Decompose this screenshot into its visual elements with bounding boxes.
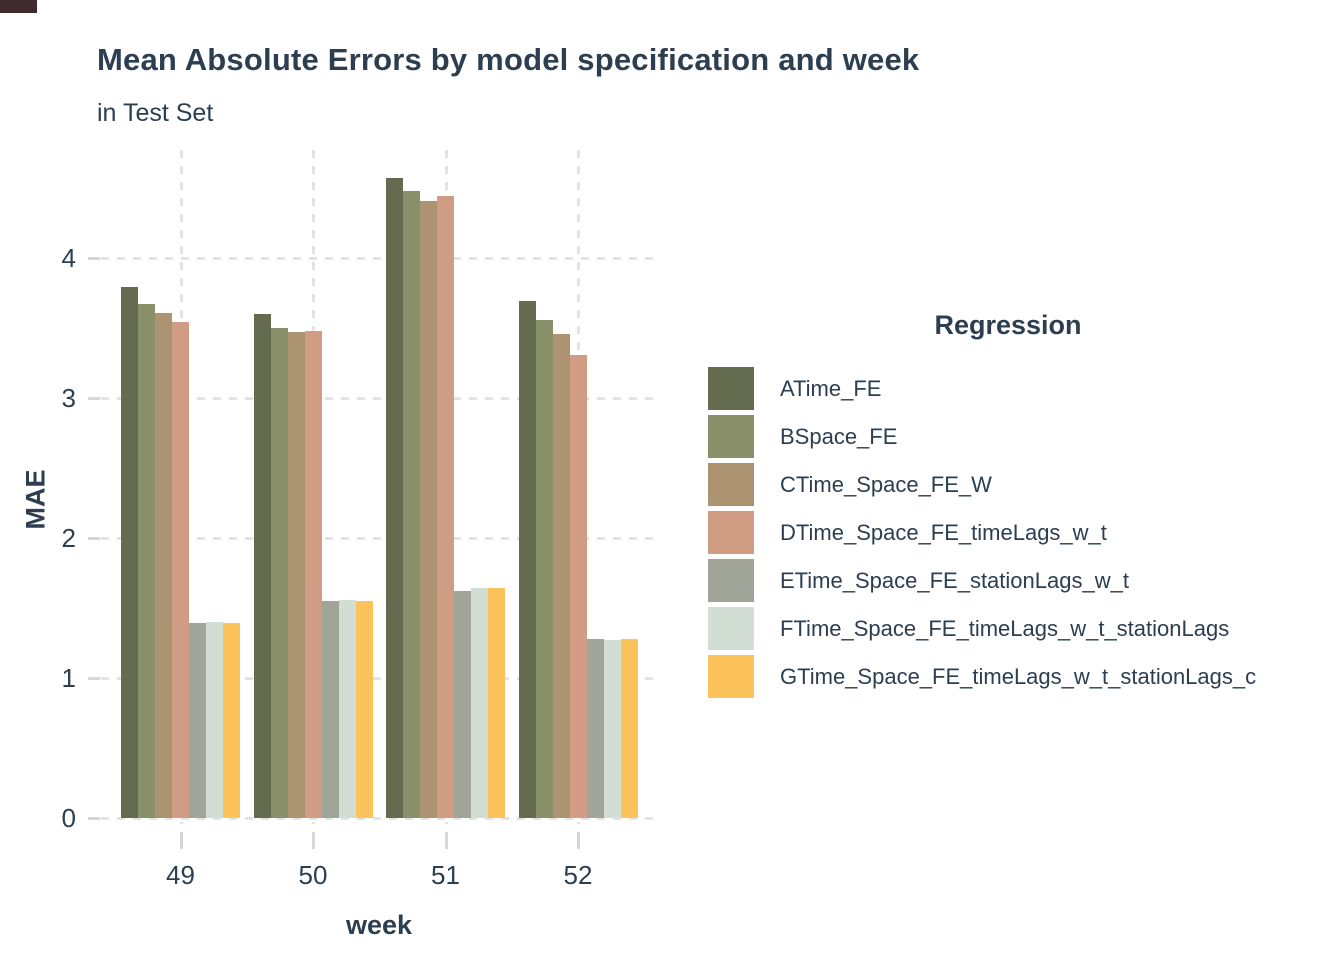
legend-label-GTime_Space_FE_timeLags_w_t_stationLags_c: GTime_Space_FE_timeLags_w_t_stationLags_…	[780, 663, 1257, 689]
x-axis-title: week	[345, 910, 413, 940]
legend-label-DTime_Space_FE_timeLags_w_t: DTime_Space_FE_timeLags_w_t	[780, 519, 1107, 545]
legend-swatch-CTime_Space_FE_W	[708, 463, 754, 506]
legend-swatch-ATime_FE	[708, 367, 754, 410]
legend-swatch-FTime_Space_FE_timeLags_w_t_stationLags	[708, 607, 754, 650]
bar-52-ETime_Space_FE_stationLags_w_t	[586, 639, 604, 818]
bar-52-DTime_Space_FE_timeLags_w_t	[569, 355, 587, 818]
bar-50-ETime_Space_FE_stationLags_w_t	[321, 601, 339, 818]
x-tick-49	[179, 832, 183, 849]
gridline-y-0	[101, 817, 658, 820]
gridline-y-3	[101, 397, 658, 400]
legend-swatch-DTime_Space_FE_timeLags_w_t	[708, 511, 754, 554]
x-tick-label-49: 49	[166, 860, 195, 890]
bar-50-BSpace_FE	[270, 328, 288, 818]
bar-50-GTime_Space_FE_timeLags_w_t_stationLags_c	[355, 601, 373, 818]
bar-50-CTime_Space_FE_W	[287, 332, 305, 818]
y-tick-label-0: 0	[61, 803, 76, 833]
legend-items: ATime_FE BSpace_FE CTime_Space_FE_W DTime_S…	[708, 367, 1308, 698]
bar-49-CTime_Space_FE_W	[155, 313, 172, 818]
bar-51-ATime_FE	[386, 178, 403, 818]
bar-50-FTime_Space_FE_timeLags_w_t_stationLags	[338, 600, 356, 818]
y-tick-label-4: 4	[61, 243, 76, 273]
bar-52-GTime_Space_FE_timeLags_w_t_stationLags_c	[620, 639, 638, 818]
legend-label-ATime_FE: ATime_FE	[780, 375, 882, 401]
bar-49-ETime_Space_FE_stationLags_w_t	[189, 623, 206, 818]
y-axis-title: MAE	[20, 469, 51, 530]
legend: Regression ATime_FE BSpace_FE CTime_Space_…	[708, 310, 1308, 703]
chart-subtitle: in Test Set	[97, 99, 214, 127]
bar-51-CTime_Space_FE_W	[420, 201, 437, 818]
bar-51-DTime_Space_FE_timeLags_w_t	[437, 196, 454, 818]
legend-label-ETime_Space_FE_stationLags_w_t: ETime_Space_FE_stationLags_w_t	[780, 567, 1129, 593]
y-tick-label-1: 1	[61, 663, 76, 693]
legend-item-BSpace_FE: BSpace_FE	[708, 415, 1308, 458]
legend-item-CTime_Space_FE_W: CTime_Space_FE_W	[708, 463, 1308, 506]
y-tick-2	[88, 537, 100, 540]
bar-49-DTime_Space_FE_timeLags_w_t	[172, 322, 189, 818]
legend-label-CTime_Space_FE_W: CTime_Space_FE_W	[780, 471, 992, 497]
legend-swatch-BSpace_FE	[708, 415, 754, 458]
legend-swatch-ETime_Space_FE_stationLags_w_t	[708, 559, 754, 602]
bar-50-ATime_FE	[253, 314, 271, 818]
x-tick-51	[444, 832, 448, 849]
x-tick-label-51: 51	[431, 860, 460, 890]
bar-49-BSpace_FE	[138, 304, 155, 818]
y-tick-4	[88, 257, 100, 260]
x-tick-52	[577, 832, 580, 849]
bar-49-ATime_FE	[121, 287, 138, 818]
legend-label-BSpace_FE: BSpace_FE	[780, 423, 898, 449]
bar-52-ATime_FE	[518, 301, 536, 818]
legend-item-ATime_FE: ATime_FE	[708, 367, 1308, 410]
bar-52-FTime_Space_FE_timeLags_w_t_stationLags	[603, 640, 621, 818]
x-tick-label-52: 52	[563, 860, 593, 890]
legend-label-FTime_Space_FE_timeLags_w_t_stationLags: FTime_Space_FE_timeLags_w_t_stationLags	[780, 615, 1230, 641]
bar-51-BSpace_FE	[403, 191, 420, 818]
bar-51-ETime_Space_FE_stationLags_w_t	[454, 591, 471, 818]
legend-swatch-GTime_Space_FE_timeLags_w_t_stationLags_c	[708, 655, 754, 698]
chart-title: Mean Absolute Errors by model specificat…	[97, 42, 920, 77]
y-tick-3	[88, 397, 100, 400]
y-tick-0	[88, 817, 100, 820]
x-tick-50	[312, 832, 315, 849]
legend-title: Regression	[934, 310, 1082, 340]
legend-item-GTime_Space_FE_timeLags_w_t_stationLags_c: GTime_Space_FE_timeLags_w_t_stationLags_…	[708, 655, 1308, 698]
bar-49-FTime_Space_FE_timeLags_w_t_stationLags	[206, 622, 223, 818]
legend-item-DTime_Space_FE_timeLags_w_t: DTime_Space_FE_timeLags_w_t	[708, 511, 1308, 554]
legend-item-ETime_Space_FE_stationLags_w_t: ETime_Space_FE_stationLags_w_t	[708, 559, 1308, 602]
gridline-y-4	[101, 257, 658, 260]
x-tick-label-50: 50	[298, 860, 328, 890]
corner-artifact	[0, 0, 37, 13]
bar-51-FTime_Space_FE_timeLags_w_t_stationLags	[471, 588, 488, 818]
bar-52-CTime_Space_FE_W	[552, 334, 570, 818]
legend-item-FTime_Space_FE_timeLags_w_t_stationLags: FTime_Space_FE_timeLags_w_t_stationLags	[708, 607, 1308, 650]
gridline-y-1	[101, 677, 658, 680]
y-tick-label-2: 2	[61, 523, 76, 553]
gridline-y-2	[101, 537, 658, 540]
bar-51-GTime_Space_FE_timeLags_w_t_stationLags_c	[488, 588, 505, 818]
bar-49-GTime_Space_FE_timeLags_w_t_stationLags_c	[223, 623, 240, 818]
bar-50-DTime_Space_FE_timeLags_w_t	[304, 331, 322, 818]
y-tick-label-3: 3	[61, 383, 76, 413]
bar-52-BSpace_FE	[535, 320, 553, 818]
y-tick-1	[88, 677, 100, 680]
